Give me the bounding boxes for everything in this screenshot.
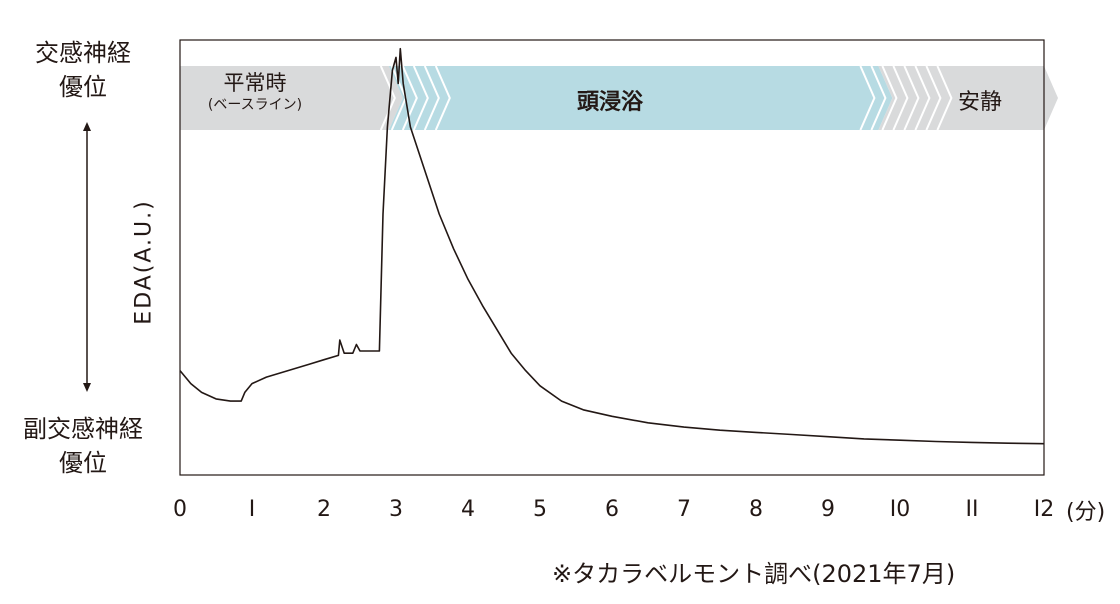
y-top-label-line2: 優位 — [59, 73, 107, 101]
chevron-stripe — [434, 65, 451, 131]
x-tick-label: I0 — [890, 497, 911, 522]
x-tick-labels: 0 I 2 3 4 5 6 7 8 9 I0 II I2 — [173, 497, 1054, 522]
phase-segment — [388, 66, 893, 130]
phase-segment — [180, 66, 403, 130]
chevron-stripe — [870, 65, 887, 131]
x-tick-label: 9 — [821, 497, 835, 522]
x-tick-label: 0 — [173, 497, 187, 522]
phase-baseline-title: 平常時 — [223, 71, 287, 95]
chevron-stripe — [379, 65, 396, 131]
x-tick-label: 4 — [461, 497, 475, 522]
chevron-stripe — [423, 65, 440, 131]
source-note: ※タカラベルモント調べ(2021年7月) — [552, 560, 956, 588]
phase-band — [180, 65, 1058, 131]
phase-baseline-sub: (ベースライン) — [207, 97, 303, 113]
x-tick-label: 6 — [605, 497, 619, 522]
x-axis-unit: (分) — [1066, 500, 1106, 525]
y-bottom-label-line1: 副交感神経 — [23, 415, 143, 443]
y-bottom-label-line2: 優位 — [59, 449, 107, 477]
chevron-stripe — [412, 65, 429, 131]
chevron-stripe — [859, 65, 876, 131]
x-tick-label: 2 — [317, 497, 331, 522]
chevron-stripe — [881, 65, 898, 131]
x-tick-label: 7 — [677, 497, 691, 522]
x-tick-label: 8 — [749, 497, 763, 522]
double-arrow-icon — [83, 122, 91, 392]
x-tick-label: II — [966, 497, 979, 522]
chevron-stripe — [401, 65, 418, 131]
phase-bath-label: 頭浸浴 — [576, 90, 643, 115]
chevron-stripe — [892, 65, 909, 131]
phase-baseline-label: 平常時 (ベースライン) — [190, 70, 320, 114]
eda-line — [179, 47, 1045, 445]
chevron-stripe — [914, 65, 931, 131]
chevron-stripe — [936, 65, 953, 131]
x-tick-label: I — [249, 497, 256, 522]
phase-rest-label: 安静 — [957, 90, 1002, 115]
y-bottom-label: 副交感神経 優位 — [3, 412, 163, 480]
plot-frame — [179, 39, 1045, 476]
chevron-stripe — [903, 65, 920, 131]
x-tick-label: 3 — [389, 497, 403, 522]
y-top-label: 交感神経 優位 — [3, 36, 163, 104]
x-tick-label: 5 — [533, 497, 547, 522]
chevron-stripe — [925, 65, 942, 131]
y-top-label-line1: 交感神経 — [35, 39, 131, 67]
x-tick-label: I2 — [1034, 497, 1055, 522]
